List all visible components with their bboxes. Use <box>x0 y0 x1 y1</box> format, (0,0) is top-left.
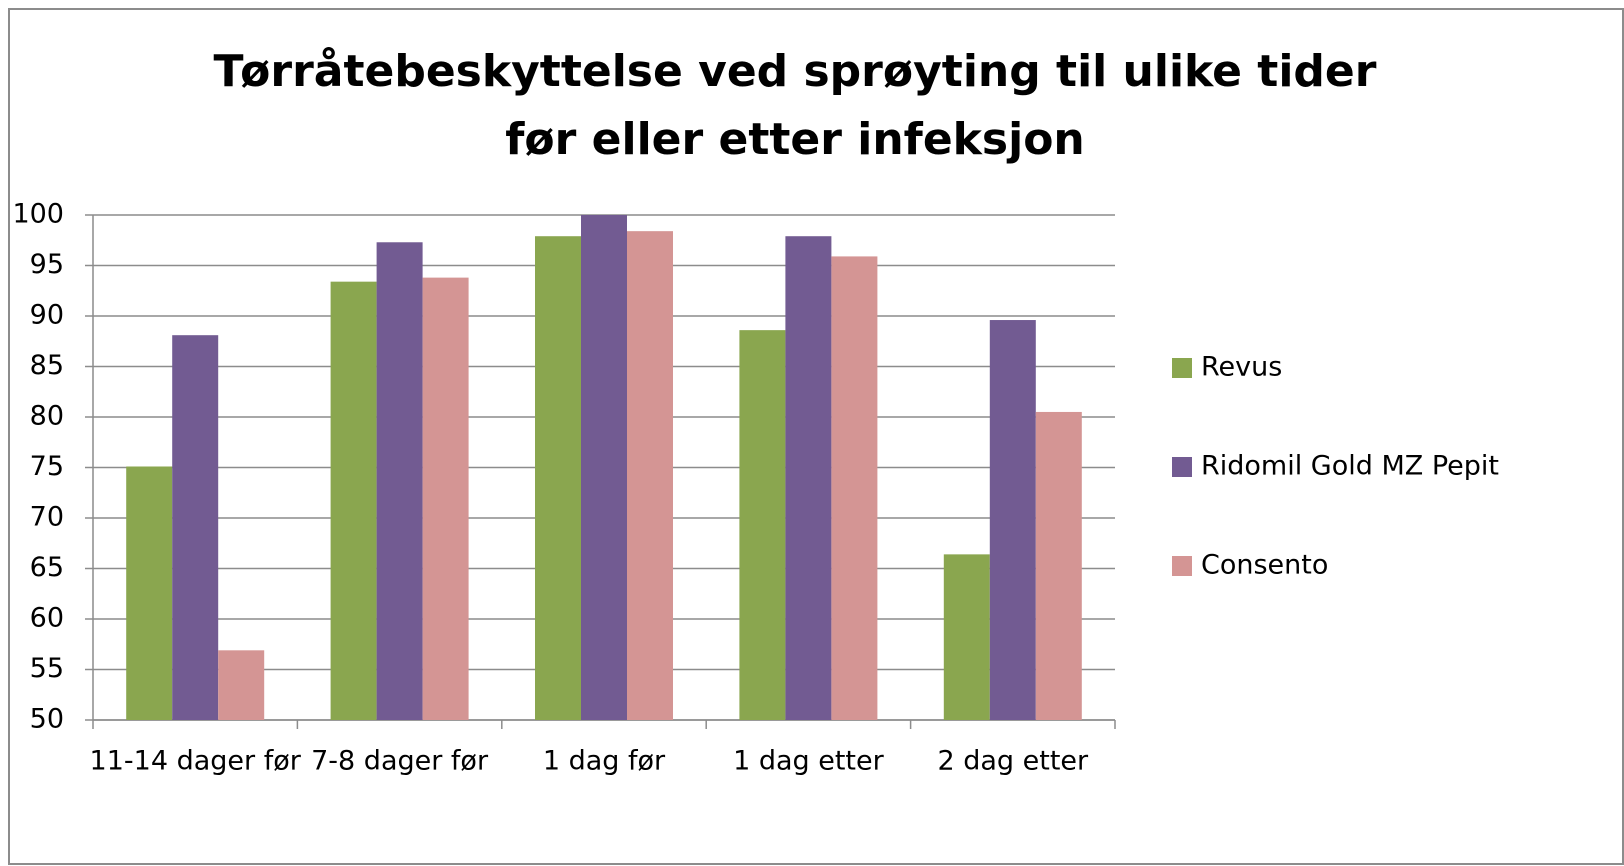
x-tick-label: 7-8 dager før <box>311 746 489 777</box>
bar <box>126 466 173 720</box>
bar <box>376 242 423 720</box>
bar <box>581 215 627 720</box>
y-tick-label: 100 <box>12 199 64 230</box>
x-tick-label: 11-14 dager før <box>90 746 302 777</box>
y-tick-label: 50 <box>30 704 64 735</box>
bar <box>330 281 377 720</box>
legend-label: Revus <box>1201 352 1282 383</box>
legend-label: Ridomil Gold MZ Pepit <box>1201 451 1499 482</box>
y-tick-label: 90 <box>30 300 64 331</box>
bar <box>739 330 786 720</box>
bar <box>1035 411 1082 720</box>
y-tick-label: 55 <box>30 653 64 684</box>
y-tick-label: 70 <box>30 502 64 533</box>
y-tick-label: 65 <box>30 552 64 583</box>
bar <box>785 236 832 720</box>
bar <box>627 231 673 720</box>
y-tick-label: 80 <box>30 401 64 432</box>
bar <box>172 335 219 720</box>
bar <box>831 256 878 720</box>
bar <box>943 554 990 720</box>
legend-swatch <box>1172 556 1192 576</box>
y-tick-label: 60 <box>30 603 64 634</box>
chart-title: før eller etter infeksjon <box>505 114 1085 165</box>
legend-swatch <box>1172 457 1192 477</box>
y-tick-label: 95 <box>30 249 64 280</box>
legend-swatch <box>1172 358 1192 378</box>
x-tick-label: 1 dag etter <box>733 746 885 777</box>
x-tick-label: 1 dag før <box>543 746 666 777</box>
y-tick-label: 75 <box>30 451 64 482</box>
bar <box>535 236 581 720</box>
y-tick-label: 85 <box>30 350 64 381</box>
bar <box>989 320 1036 720</box>
bar <box>218 650 265 720</box>
bar <box>422 277 469 720</box>
legend-label: Consento <box>1201 550 1328 581</box>
x-tick-label: 2 dag etter <box>937 746 1089 777</box>
chart-title: Tørråtebeskyttelse ved sprøyting til uli… <box>214 46 1377 97</box>
